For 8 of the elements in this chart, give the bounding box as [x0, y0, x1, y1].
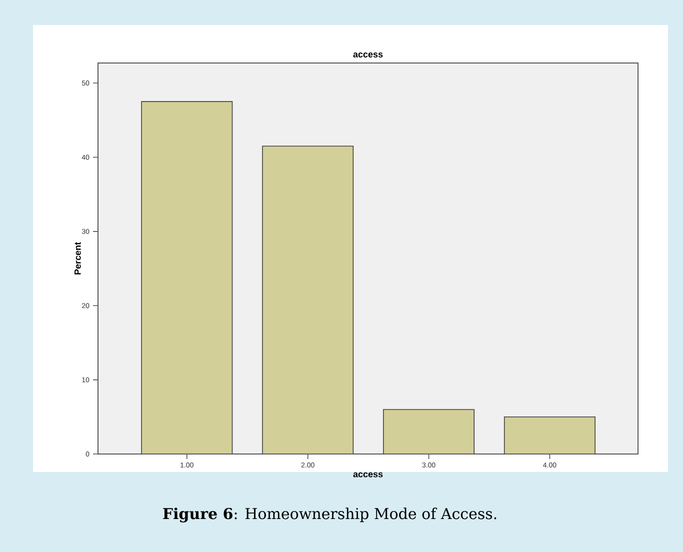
text: Figure 6: Homeownership Mode of Access. [163, 508, 496, 522]
bar [383, 409, 474, 454]
chart-title: access [353, 52, 383, 58]
bar [262, 146, 354, 454]
y-axis-title: Percent [74, 242, 81, 274]
bar [504, 416, 596, 454]
x-axis-title: access [353, 472, 383, 478]
bar [141, 101, 233, 454]
